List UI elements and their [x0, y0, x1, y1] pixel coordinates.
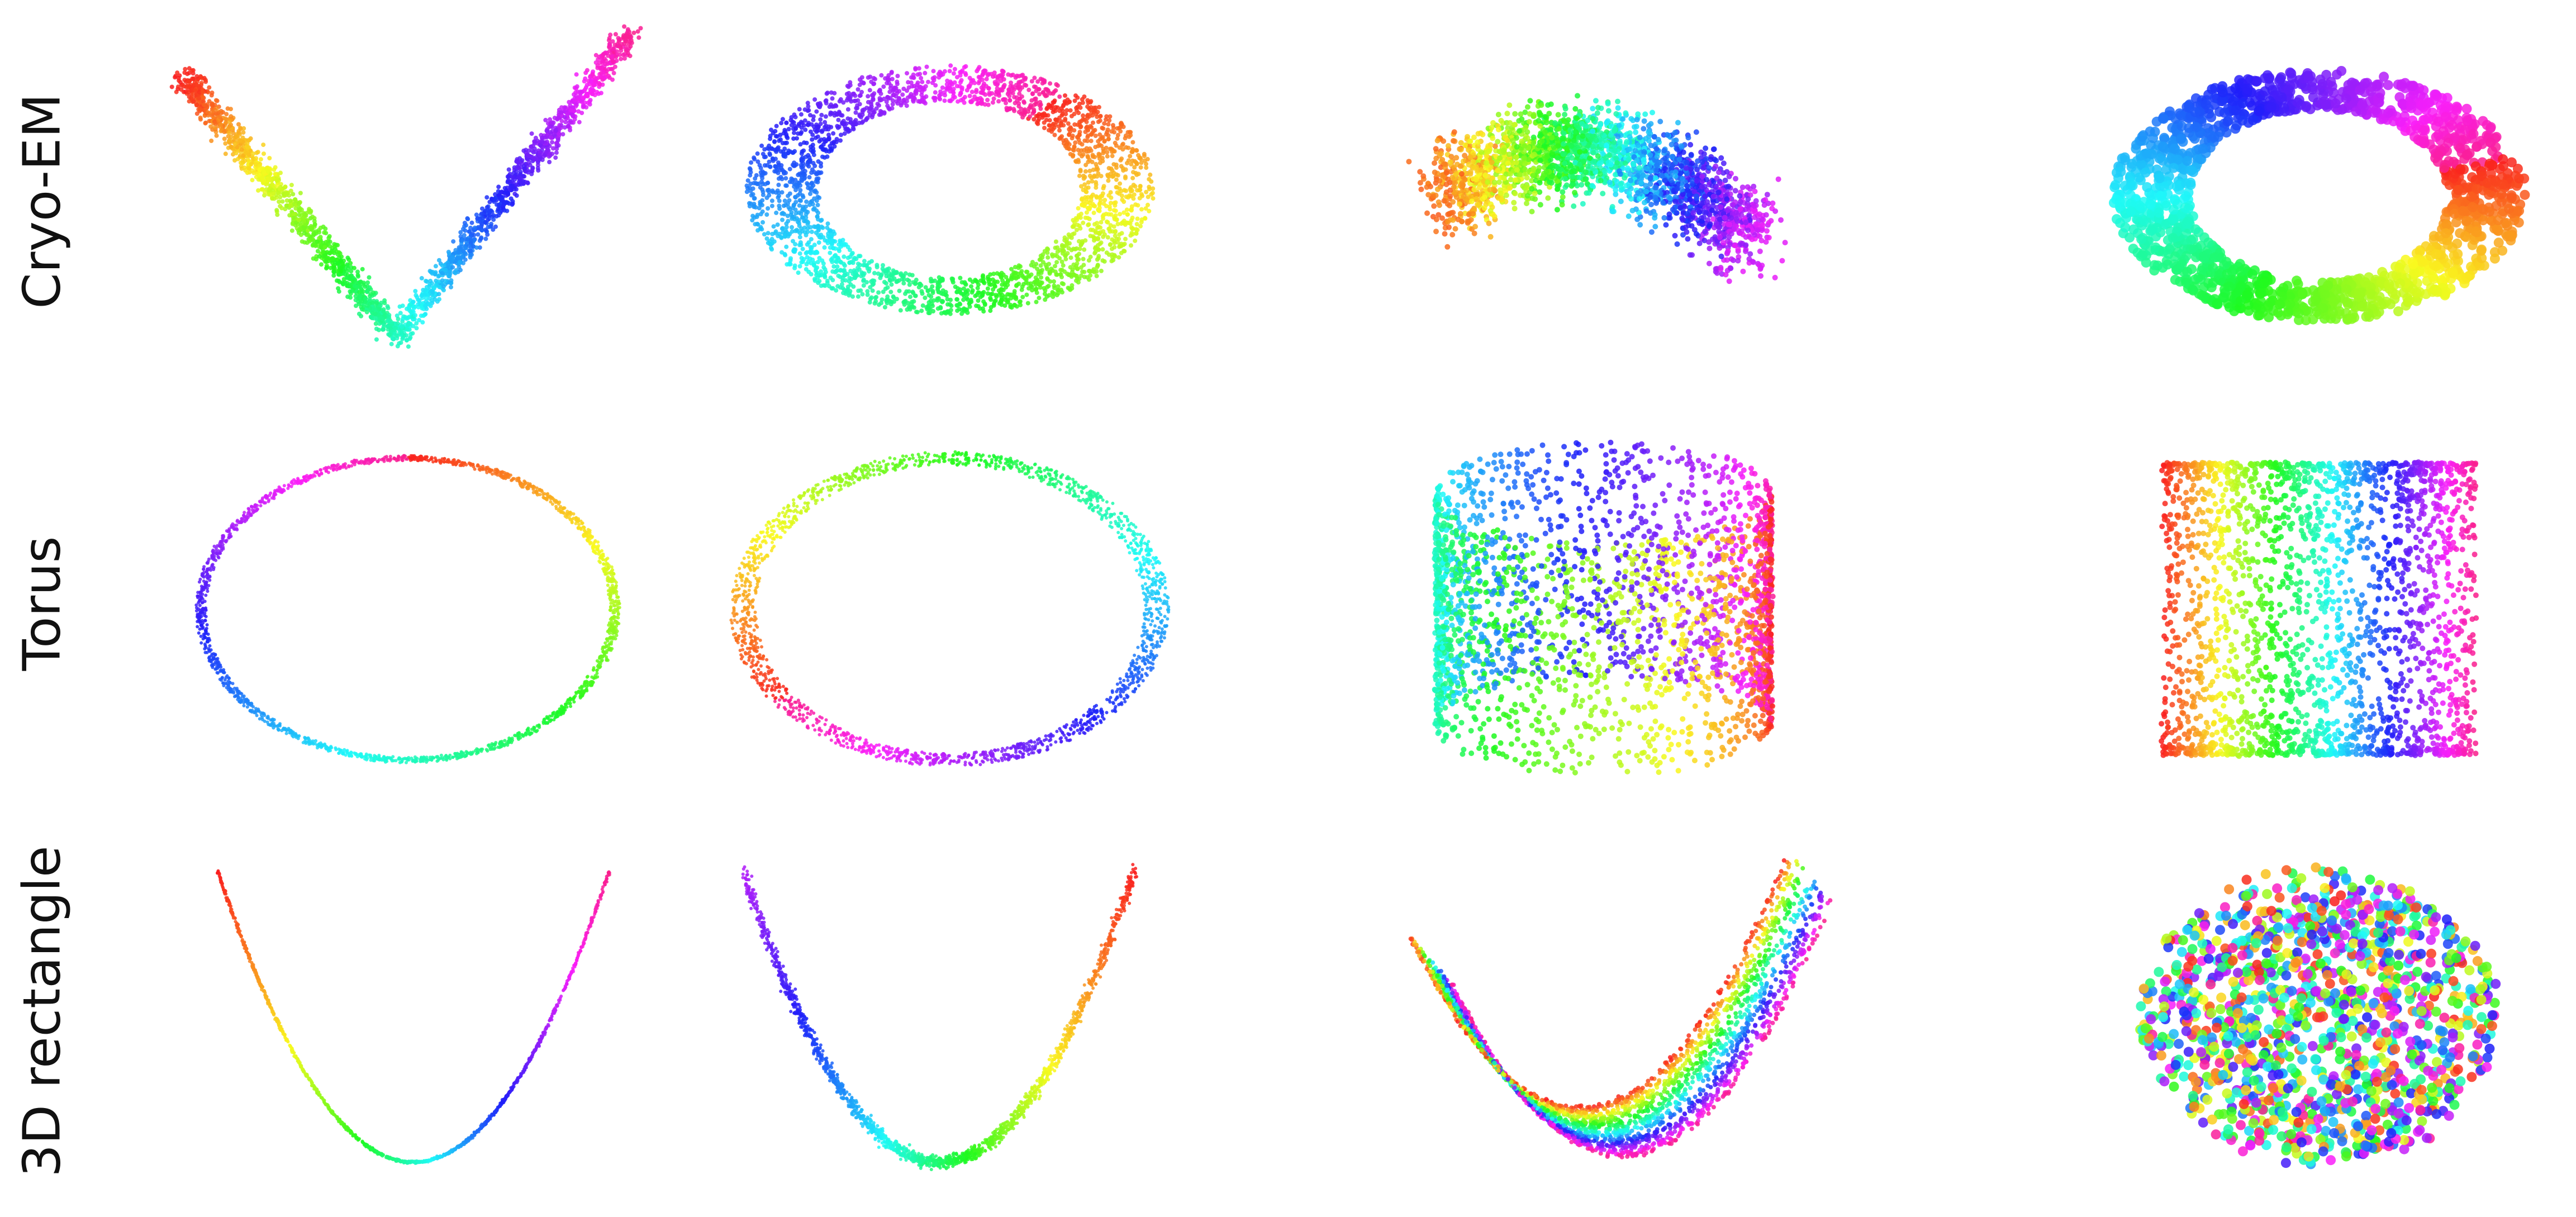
point-cloud-torus-3 [1432, 439, 1776, 776]
point-cloud-cryo-em-1 [169, 24, 643, 349]
point-cloud-torus-2 [729, 450, 1171, 767]
panel-torus-2 [710, 425, 1190, 782]
panel-cryo-em-1 [168, 11, 648, 369]
row-label-cryo-em: Cryo-EM [0, 22, 84, 380]
row-label-text: 3D rectangle [12, 846, 72, 1177]
point-cloud-3d-rectangle-3 [1408, 858, 1833, 1159]
row-label-text: Torus [12, 536, 72, 671]
point-cloud-cryo-em-3 [1406, 93, 1788, 284]
panel-cryo-em-2 [710, 11, 1190, 369]
point-cloud-3d-rectangle-1 [216, 869, 611, 1165]
panel-3d-rectangle-3 [1363, 827, 1844, 1185]
row-label-text: Cryo-EM [12, 93, 72, 308]
point-cloud-cryo-em-2 [744, 63, 1156, 316]
panel-cryo-em-4 [2079, 11, 2559, 369]
point-cloud-torus-4 [2159, 459, 2479, 759]
panel-cryo-em-3 [1363, 11, 1844, 369]
panel-torus-1 [168, 425, 648, 782]
point-cloud-3d-rectangle-2 [741, 863, 1139, 1171]
panel-torus-3 [1363, 425, 1844, 782]
row-label-3d-rectangle: 3D rectangle [0, 816, 84, 1207]
point-cloud-3d-rectangle-4 [2135, 862, 2501, 1170]
panel-3d-rectangle-4 [2079, 827, 2559, 1185]
panel-torus-4 [2079, 425, 2559, 782]
point-cloud-torus-1 [194, 454, 621, 764]
panel-3d-rectangle-1 [168, 827, 648, 1185]
point-cloud-cryo-em-4 [2109, 66, 2530, 326]
panel-3d-rectangle-2 [710, 827, 1190, 1185]
row-label-torus: Torus [0, 425, 84, 782]
